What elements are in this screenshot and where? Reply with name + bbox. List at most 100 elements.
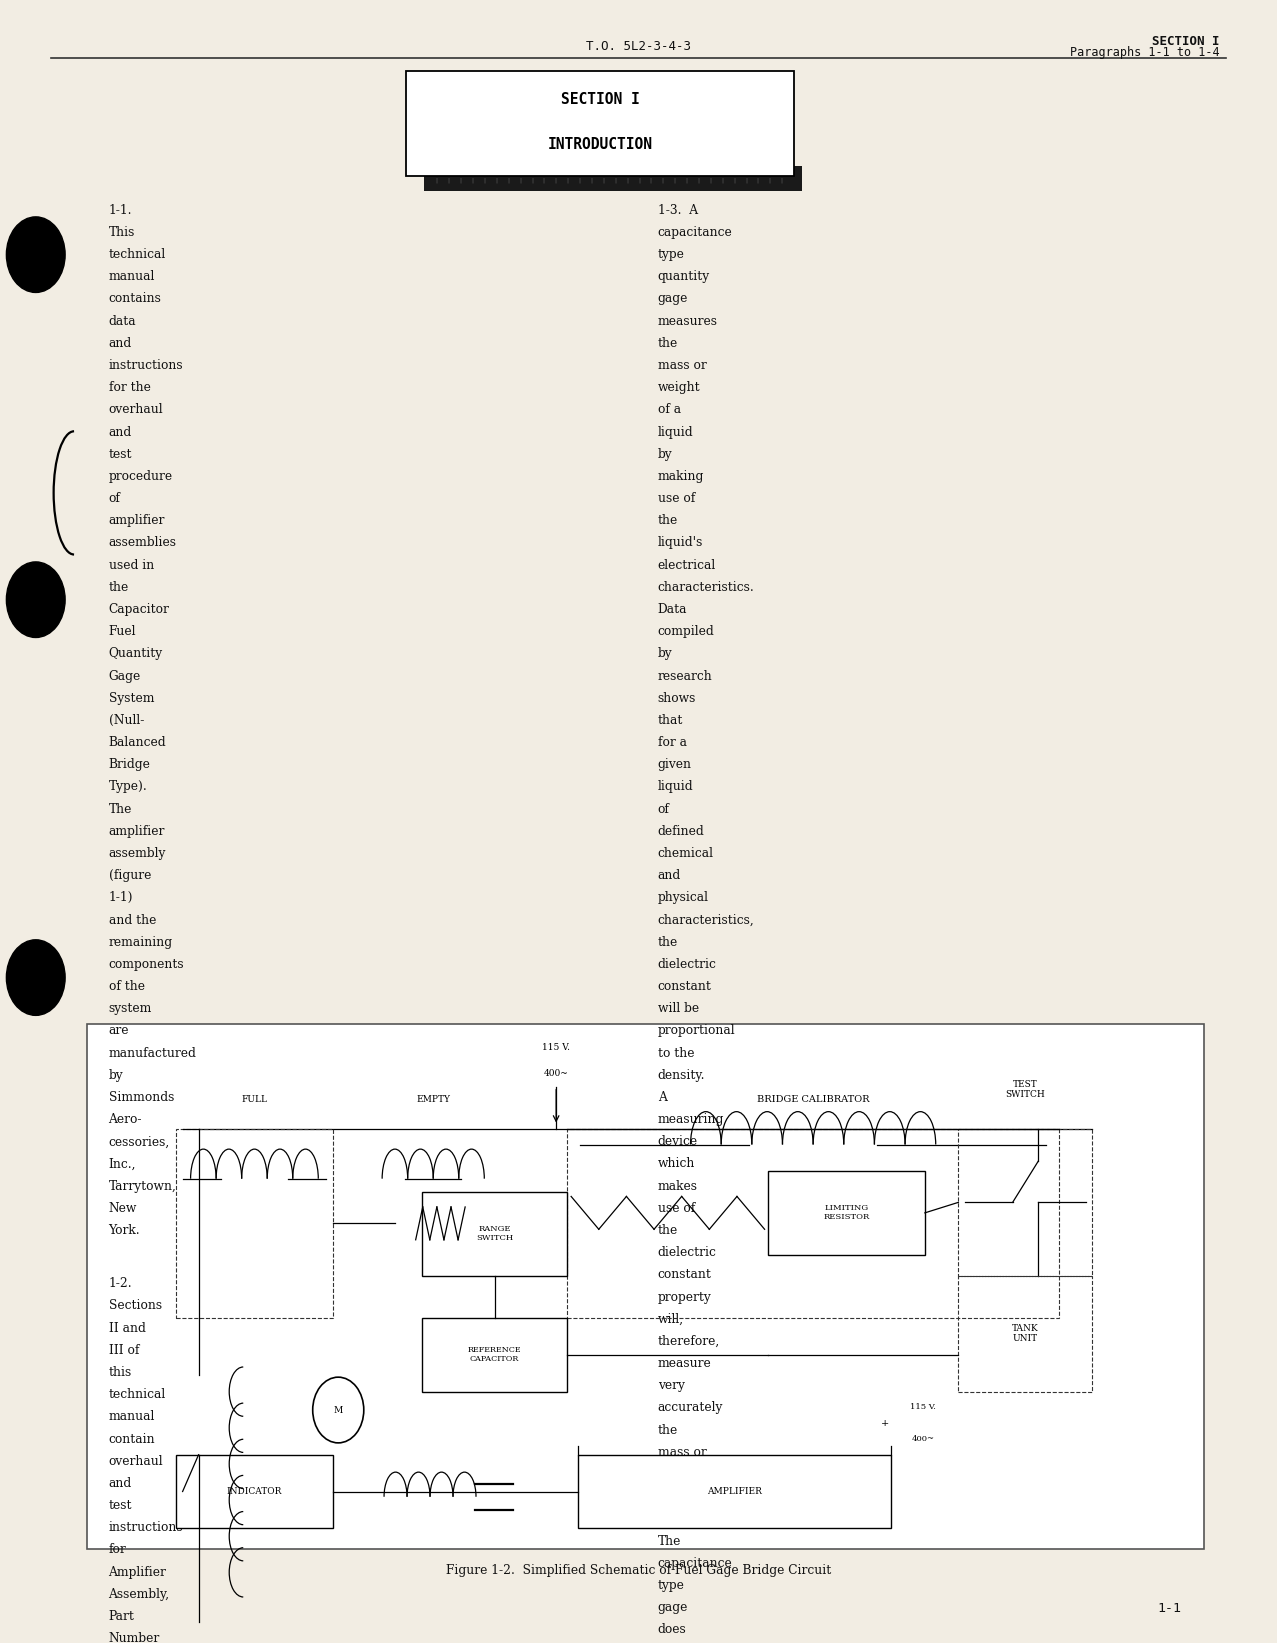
Text: making: making (658, 470, 704, 483)
Text: technical: technical (109, 1388, 166, 1401)
Text: capacitance: capacitance (658, 1558, 733, 1569)
Text: Type).: Type). (109, 780, 147, 794)
Text: Data: Data (658, 603, 687, 616)
Text: |: | (531, 177, 533, 184)
Text: FULL: FULL (241, 1096, 267, 1104)
Text: chemical: chemical (658, 848, 714, 859)
Text: by: by (109, 1068, 123, 1081)
Text: use of: use of (658, 1203, 695, 1214)
Text: measures: measures (658, 315, 718, 327)
Text: manual: manual (109, 1410, 155, 1423)
Text: contains: contains (109, 292, 161, 306)
Text: system: system (109, 1002, 152, 1015)
Circle shape (6, 217, 65, 292)
Text: New: New (109, 1203, 137, 1214)
Text: 1-3.  A: 1-3. A (658, 204, 697, 217)
Text: to the: to the (658, 1047, 695, 1060)
Text: remaining: remaining (109, 935, 172, 948)
Text: Number: Number (109, 1631, 160, 1643)
Text: |: | (460, 177, 461, 184)
Text: Amplifier: Amplifier (109, 1566, 166, 1579)
Text: device: device (658, 1135, 697, 1148)
Text: |: | (650, 177, 651, 184)
Circle shape (6, 562, 65, 637)
Text: Fuel: Fuel (109, 626, 137, 637)
Text: mass or: mass or (658, 360, 706, 371)
Text: The: The (109, 802, 132, 815)
Text: will,: will, (658, 1313, 683, 1326)
Text: measure: measure (658, 1357, 711, 1370)
Bar (421, 1191, 567, 1277)
Text: test: test (109, 447, 132, 460)
Text: EMPTY: EMPTY (416, 1096, 451, 1104)
Text: Tarrytown,: Tarrytown, (109, 1180, 176, 1193)
Text: components: components (109, 958, 184, 971)
Text: liquid's: liquid's (658, 536, 704, 549)
Text: dielectric: dielectric (658, 958, 716, 971)
Bar (958, 1129, 1092, 1277)
Text: Gage: Gage (109, 670, 140, 682)
Text: amplifier: amplifier (109, 825, 165, 838)
Text: that: that (658, 713, 683, 726)
Text: of the: of the (658, 1490, 693, 1503)
Text: |: | (780, 177, 783, 184)
Text: capacitance: capacitance (658, 225, 733, 238)
Text: dielectric: dielectric (658, 1245, 716, 1259)
Bar (424, 166, 802, 191)
Text: Assembly,: Assembly, (109, 1587, 170, 1600)
Text: for the: for the (109, 381, 151, 394)
Text: weight: weight (658, 1469, 700, 1480)
Text: of the: of the (109, 979, 144, 992)
Text: T.O. 5L2-3-4-3: T.O. 5L2-3-4-3 (586, 41, 691, 53)
Text: makes: makes (658, 1180, 697, 1193)
Text: compiled: compiled (658, 626, 714, 637)
Text: REFERENCE
CAPACITOR: REFERENCE CAPACITOR (467, 1346, 521, 1364)
Text: |: | (744, 177, 747, 184)
Text: 400~: 400~ (544, 1070, 568, 1078)
Text: Bridge: Bridge (109, 759, 151, 771)
Text: 1-1.: 1-1. (109, 204, 132, 217)
Text: |: | (495, 177, 497, 184)
Text: |: | (554, 177, 557, 184)
Text: amplifier: amplifier (109, 514, 165, 527)
Text: (figure: (figure (109, 869, 151, 882)
Text: |: | (626, 177, 628, 184)
Text: gage: gage (658, 1600, 688, 1613)
Text: are: are (109, 1025, 129, 1037)
Text: constant: constant (658, 979, 711, 992)
Text: |: | (673, 177, 676, 184)
Text: measuring: measuring (658, 1114, 724, 1125)
Text: and: and (109, 337, 132, 350)
Circle shape (6, 940, 65, 1015)
Text: Figure 1-2.  Simplified Schematic of Fuel Gage Bridge Circuit: Figure 1-2. Simplified Schematic of Fuel… (446, 1564, 831, 1577)
Text: characteristics.: characteristics. (658, 582, 755, 593)
Text: used in: used in (109, 559, 153, 572)
Text: Quantity: Quantity (109, 647, 162, 660)
Text: |: | (448, 177, 450, 184)
Text: physical: physical (658, 891, 709, 904)
Text: type: type (658, 1579, 684, 1592)
Text: |: | (733, 177, 736, 184)
Text: +: + (881, 1418, 889, 1428)
Text: this: this (109, 1365, 132, 1378)
Text: overhaul: overhaul (109, 1454, 163, 1467)
Text: procedure: procedure (109, 470, 172, 483)
Text: 1-1): 1-1) (109, 891, 133, 904)
Text: the: the (658, 1423, 678, 1436)
Text: AMPLIFIER: AMPLIFIER (707, 1487, 762, 1497)
Bar (578, 1454, 891, 1528)
Text: weight: weight (658, 381, 700, 394)
Text: This: This (109, 225, 135, 238)
Text: 400~: 400~ (912, 1434, 935, 1443)
Text: Paragraphs 1-1 to 1-4: Paragraphs 1-1 to 1-4 (1070, 46, 1220, 59)
Text: |: | (603, 177, 604, 184)
Text: |: | (697, 177, 700, 184)
Text: the: the (109, 582, 129, 593)
Text: TANK
UNIT: TANK UNIT (1013, 1324, 1038, 1344)
Text: TEST
SWITCH: TEST SWITCH (1005, 1079, 1046, 1099)
Text: liquid: liquid (658, 426, 693, 439)
Text: BRIDGE CALIBRATOR: BRIDGE CALIBRATOR (757, 1096, 870, 1104)
Text: gage: gage (658, 292, 688, 306)
Text: |: | (543, 177, 545, 184)
Text: Simmonds: Simmonds (109, 1091, 174, 1104)
